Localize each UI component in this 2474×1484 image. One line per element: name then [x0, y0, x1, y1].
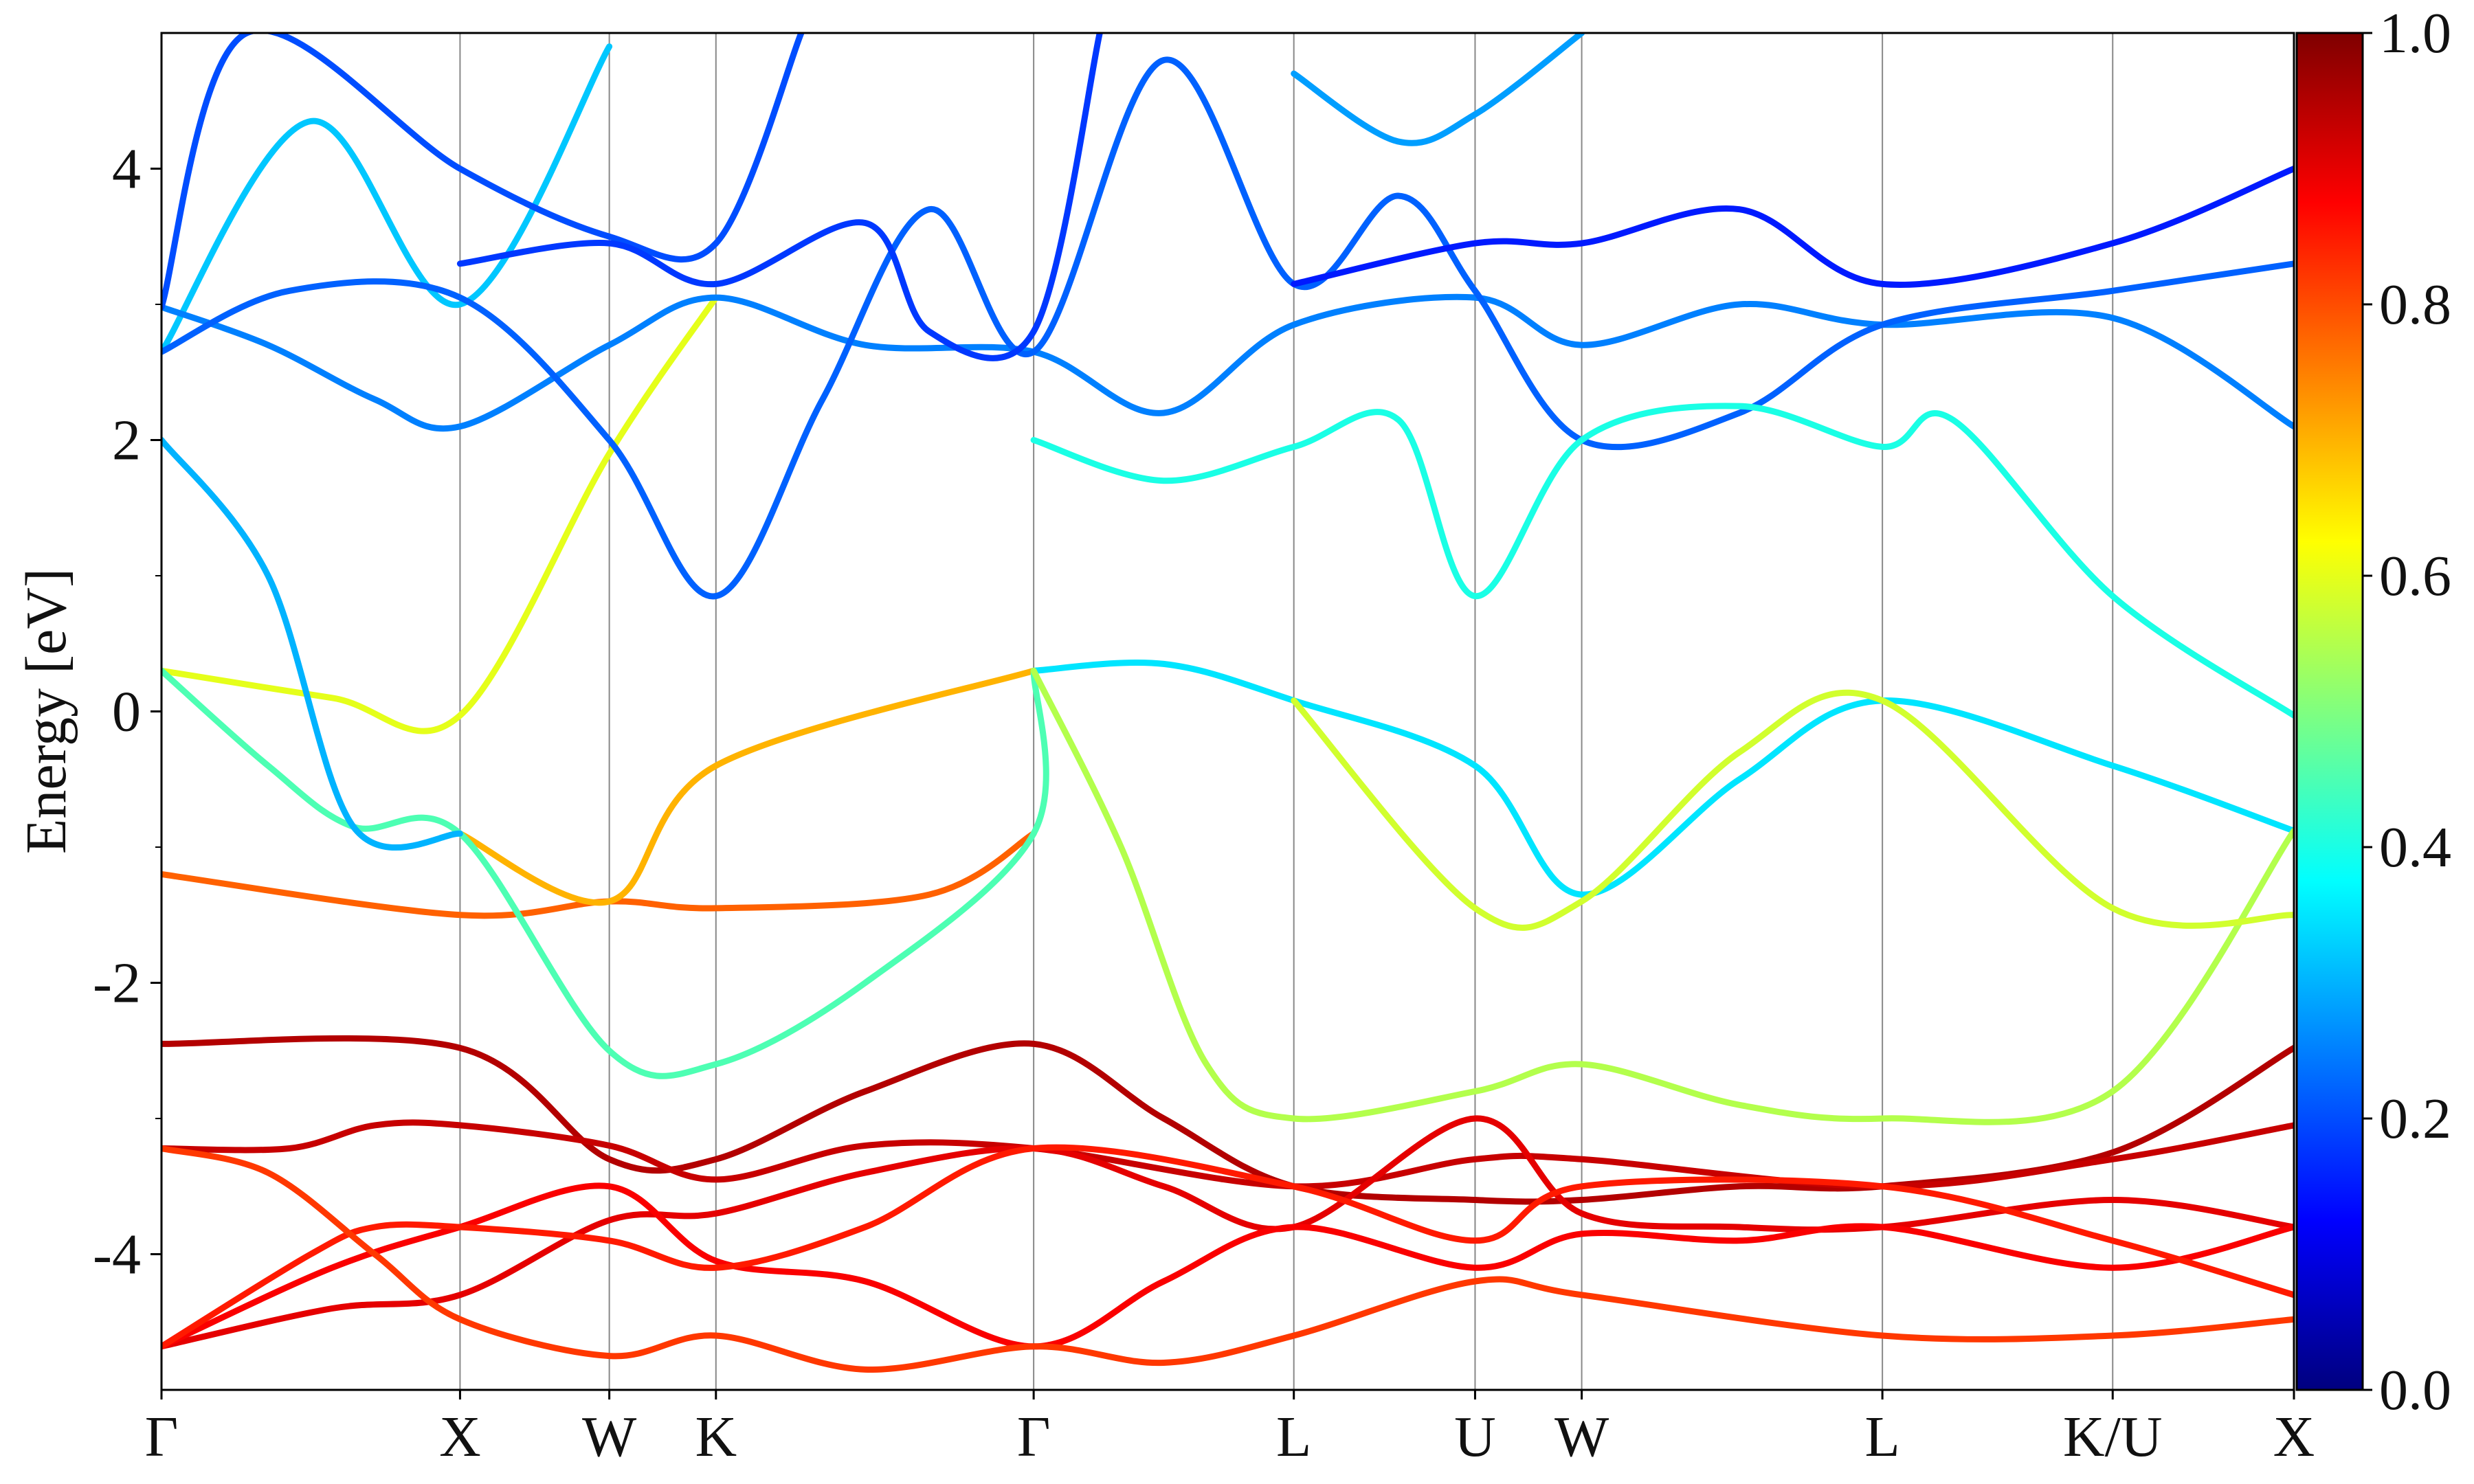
x-tick-label: X — [439, 1405, 481, 1469]
y-tick-label: 0 — [112, 680, 141, 744]
band-line — [161, 33, 805, 311]
band-line — [1291, 689, 2294, 931]
colorbar — [2295, 32, 2364, 1391]
y-tick-label: -4 — [93, 1223, 141, 1287]
colorbar-tick-label: 0.4 — [2379, 816, 2451, 879]
x-tick-label: K/U — [2063, 1405, 2163, 1469]
x-tick-label: L — [1276, 1405, 1311, 1469]
band-line — [161, 437, 463, 851]
band-line — [161, 1115, 2294, 1350]
band-line — [161, 56, 2294, 600]
band-line — [161, 830, 1037, 919]
y-axis-ticks: 4 2 0 -2 -4 — [93, 137, 161, 1287]
band-lines — [161, 33, 2294, 1373]
band-line — [1030, 403, 2294, 719]
band-line — [456, 33, 1103, 361]
band-line — [1030, 667, 2294, 1125]
x-axis-ticks: Γ X W K Γ L U W L K/U X — [145, 1390, 2315, 1469]
y-tick-label: -2 — [93, 952, 141, 1015]
x-tick-label: Γ — [145, 1405, 179, 1469]
colorbar-tick-label: 1.0 — [2379, 1, 2451, 65]
band-line — [161, 43, 613, 355]
x-tick-label: K — [695, 1405, 737, 1469]
x-tick-label: W — [582, 1405, 637, 1469]
y-axis-label: Energy [eV] — [14, 568, 78, 854]
band-line — [161, 293, 2294, 432]
colorbar-tick-label: 0.8 — [2379, 273, 2451, 337]
band-line — [161, 1144, 2294, 1350]
band-line — [1030, 659, 2294, 898]
x-tick-label: L — [1864, 1405, 1899, 1469]
band-line — [161, 1182, 2294, 1350]
band-line — [161, 1145, 2294, 1373]
colorbar-tick-label: 0.2 — [2379, 1087, 2451, 1151]
band-line — [1291, 33, 1585, 146]
y-tick-label: 4 — [112, 137, 141, 201]
band-line — [456, 667, 1037, 906]
plot-frame — [160, 32, 2295, 1391]
x-tick-label: X — [2273, 1405, 2315, 1469]
colorbar-ticks: 0.0 0.2 0.4 0.6 0.8 1.0 — [2363, 1, 2451, 1422]
colorbar-tick-label: 0.6 — [2379, 544, 2451, 608]
high-symmetry-lines — [459, 33, 2114, 1390]
x-tick-label: U — [1454, 1405, 1496, 1469]
x-tick-label: W — [1554, 1405, 1609, 1469]
band-line — [161, 667, 1049, 1079]
band-line — [161, 294, 720, 734]
colorbar-tick-label: 0.0 — [2379, 1358, 2451, 1422]
y-tick-label: 2 — [112, 409, 141, 473]
band-line — [1291, 166, 2294, 288]
x-tick-label: Γ — [1017, 1405, 1051, 1469]
